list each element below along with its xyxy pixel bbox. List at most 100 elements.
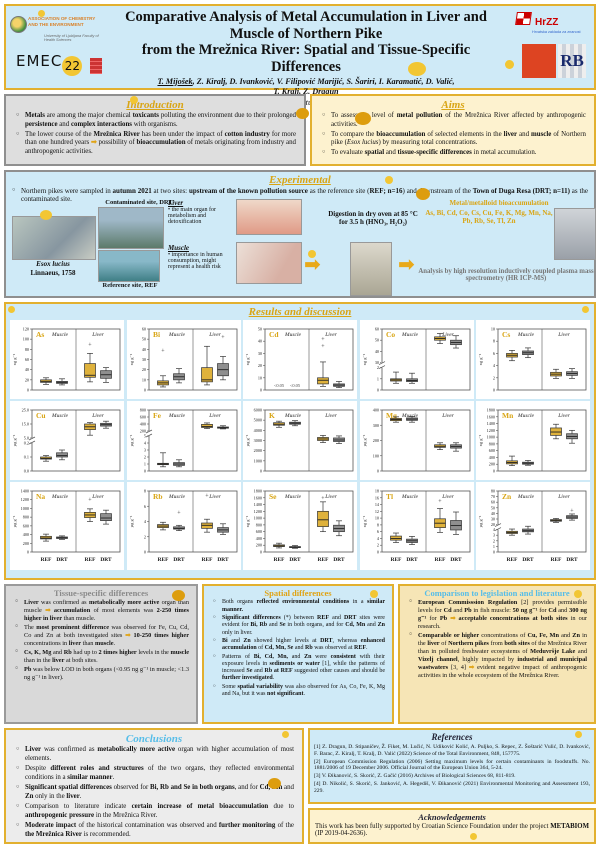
references-list: [1] Z. Dragun, D. Stipaničev, Ž. Fiket, …	[314, 744, 590, 795]
svg-text:12: 12	[374, 509, 378, 514]
spatial-differences-box: Spatial differences Both organs reflecte…	[202, 584, 394, 724]
svg-text:0: 0	[143, 469, 145, 474]
svg-text:REF: REF	[507, 557, 518, 563]
svg-text:2000: 2000	[254, 448, 262, 453]
decor-dot	[172, 590, 185, 601]
chart-rb: 0 2 4 6 8 Rb Muscle Liver µg g⁻¹ + + REF DRT REF DRT	[126, 482, 241, 571]
svg-text:Liver: Liver	[557, 332, 570, 338]
svg-text:+: +	[88, 497, 92, 503]
svg-text:100: 100	[372, 453, 378, 458]
svg-text:1000: 1000	[254, 458, 262, 463]
introduction-bullets: Metals are among the major chemical toxi…	[16, 112, 296, 157]
svg-text:8: 8	[143, 489, 145, 494]
chart-k: 0 1000 2000 3000 4000 5000 6000 K Muscle Liver µg …	[243, 401, 357, 481]
boxplot-svg: 0 100 200 300 400 Mg Muscle Liver µg g⁻¹	[362, 408, 470, 474]
svg-text:Na: Na	[36, 492, 45, 501]
bullet-item: The lower course of the Mrežnica River h…	[16, 131, 296, 157]
bullet-item: Northern pikes were sampled in autumn 20…	[12, 187, 588, 203]
svg-text:5: 5	[143, 434, 145, 439]
svg-text:30: 30	[141, 357, 145, 362]
svg-text:ng g⁻¹: ng g⁻¹	[362, 515, 367, 527]
svg-text:1800: 1800	[487, 408, 495, 413]
svg-text:20: 20	[25, 377, 29, 382]
bullet-item: Despite different roles and structures o…	[16, 765, 294, 783]
svg-text:300: 300	[372, 423, 378, 428]
ace-logo-text: ASSOCIATION OF CHEMISTRY AND THE ENVIRON…	[28, 16, 96, 27]
svg-text:Liver: Liver	[324, 494, 337, 500]
muscle-note-text: • importance in human consumption, might…	[168, 252, 223, 270]
muscle-photo	[236, 242, 302, 284]
svg-text:200: 200	[372, 438, 378, 443]
svg-text:400: 400	[256, 536, 262, 541]
svg-text:2: 2	[376, 365, 378, 370]
svg-text:REF: REF	[85, 557, 96, 563]
tissue-differences-box: Tissue-specific differences Liver was co…	[4, 584, 198, 724]
flow-arrow-2-icon: ➡	[398, 252, 415, 276]
svg-text:30: 30	[491, 517, 495, 522]
boxplot-svg: 0 10 20 30 40 50 60 Bi Muscle Liver ng g⁻¹ + +	[129, 327, 237, 393]
muscle-title: Muscle	[168, 244, 189, 252]
svg-text:1800: 1800	[254, 489, 262, 494]
svg-text:4: 4	[493, 527, 496, 532]
svg-text:+: +	[321, 337, 325, 343]
svg-text:120: 120	[23, 327, 29, 332]
svg-text:DRT: DRT	[450, 557, 462, 563]
svg-text:80: 80	[491, 489, 495, 494]
svg-text:8: 8	[493, 339, 495, 344]
boxplot-svg: 0 2 4 6 8 Rb Muscle Liver µg g⁻¹ + + REF DRT REF DRT	[129, 489, 237, 563]
decor-dot	[130, 96, 138, 104]
affiliation: Ruđer Bošković Institute, Zagreb, Croati…	[234, 96, 378, 107]
decor-dot	[416, 188, 430, 200]
bullet-item: Comparable or higher concentrations of C…	[409, 632, 587, 680]
decor-dot	[355, 112, 371, 125]
hrzz-logo-icon	[515, 12, 532, 25]
chart-row-2: 5.0 15.0 25.0 0.0 0.1 0.2 Cu Muscle Liver µg g⁻¹ …	[6, 400, 594, 481]
decor-dot	[296, 108, 309, 119]
boxplot-svg: 0 2 4 6 8 10 Cs Muscle Liver ng g⁻¹	[478, 327, 587, 393]
svg-text:Liver: Liver	[208, 494, 221, 500]
aims-title: Aims	[441, 99, 465, 111]
svg-text:400: 400	[23, 532, 29, 537]
svg-text:5000: 5000	[254, 418, 262, 423]
svg-text:Liver: Liver	[324, 332, 337, 338]
svg-text:+: +	[570, 509, 574, 515]
svg-text:Mg: Mg	[386, 411, 397, 420]
svg-text:REF: REF	[390, 557, 401, 563]
svg-text:REF: REF	[434, 557, 445, 563]
poster-title: Comparative Analysis of Metal Accumulati…	[125, 9, 487, 76]
svg-text:3: 3	[493, 533, 495, 538]
svg-text:3000: 3000	[254, 438, 262, 443]
decor-dot	[8, 306, 15, 313]
boxplot-svg: 0 20 40 60 80 100 120 As Muscle Liver ng g⁻¹ +	[12, 327, 121, 393]
svg-text:+: +	[438, 499, 442, 505]
svg-text:µg g⁻¹: µg g⁻¹	[129, 434, 134, 447]
svg-text:800: 800	[23, 515, 29, 520]
svg-text:REF: REF	[157, 557, 168, 563]
reference-item: [1] Z. Dragun, D. Stipaničev, Ž. Fiket, …	[314, 743, 590, 757]
svg-text:0: 0	[143, 388, 145, 393]
bullet-item: Liver was confirmed as metabolically mor…	[16, 746, 294, 764]
bullet-item: Both organs reflected environmental cond…	[213, 599, 385, 614]
svg-text:0: 0	[493, 469, 495, 474]
svg-text:Muscle: Muscle	[401, 494, 418, 500]
tissue-differences-title: Tissue-specific differences	[53, 588, 149, 598]
svg-text:20: 20	[491, 522, 495, 527]
bioaccum-title: Metal/metalloid bioaccumulation	[449, 199, 549, 207]
chart-co: 30 40 50 60 0 1 2 Co Muscle Liver ng g⁻¹	[359, 320, 474, 400]
svg-text:Cu: Cu	[36, 411, 46, 420]
svg-text:ng g⁻¹: ng g⁻¹	[129, 353, 134, 365]
bullet-item: European Commisssion Regulation [2] prov…	[409, 599, 587, 631]
svg-text:3: 3	[143, 448, 145, 453]
svg-text:0: 0	[143, 550, 145, 555]
svg-text:ng g⁻¹: ng g⁻¹	[12, 353, 17, 365]
svg-text:Muscle: Muscle	[51, 413, 68, 419]
svg-text:0: 0	[27, 388, 29, 393]
svg-text:18: 18	[374, 489, 378, 494]
svg-text:Muscle: Muscle	[401, 413, 418, 419]
boxplot-svg: 200 400 600 800 0 1 2 3 4 5 Fe Muscle Liver µg g⁻¹	[129, 408, 237, 474]
icpms-photo	[554, 208, 596, 260]
svg-text:Muscle: Muscle	[517, 413, 534, 419]
svg-text:2: 2	[493, 538, 495, 543]
